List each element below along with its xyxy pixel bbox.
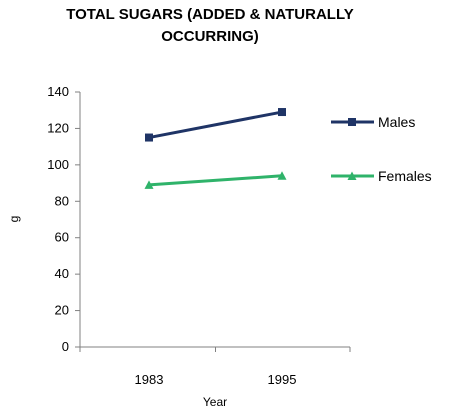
- legend-label-males: Males: [378, 114, 415, 130]
- legend-label-females: Females: [378, 168, 432, 184]
- series-layer: [144, 108, 287, 189]
- legend: Males Females: [331, 114, 432, 184]
- y-tick-label: 100: [47, 157, 69, 172]
- series-line-females: [148, 174, 283, 187]
- y-tick-label: 80: [55, 193, 69, 208]
- data-point-males: [145, 133, 153, 142]
- x-axis-label: Year: [203, 395, 227, 409]
- y-axis-label: g: [7, 216, 21, 223]
- y-tick-label: 60: [55, 230, 69, 245]
- legend-marker-females: [347, 171, 357, 180]
- series-females: [144, 171, 287, 189]
- chart-axes: [79, 92, 350, 348]
- legend-entry-females: Females: [331, 168, 432, 184]
- y-tick-label: 0: [62, 339, 69, 354]
- data-point-females: [277, 171, 287, 180]
- legend-entry-males: Males: [331, 114, 415, 130]
- chart-title-line-1: TOTAL SUGARS (ADDED & NATURALLY: [66, 6, 354, 23]
- chart-title-line-2: OCCURRING): [161, 28, 259, 45]
- series-males: [145, 108, 286, 142]
- y-tick-label: 20: [55, 303, 69, 318]
- series-line-males: [148, 110, 283, 140]
- x-axis-ticks: 1983 1995: [79, 347, 351, 387]
- x-tick-label: 1983: [135, 372, 164, 387]
- x-tick-label: 1995: [268, 372, 297, 387]
- data-point-females: [144, 180, 154, 189]
- data-point-males: [278, 108, 286, 117]
- y-axis-ticks: 0 20 40 60 80 100 120 140: [47, 84, 80, 354]
- legend-marker-males: [348, 118, 356, 126]
- y-tick-label: 120: [47, 120, 69, 135]
- y-tick-label: 40: [55, 266, 69, 281]
- y-tick-label: 140: [47, 84, 69, 99]
